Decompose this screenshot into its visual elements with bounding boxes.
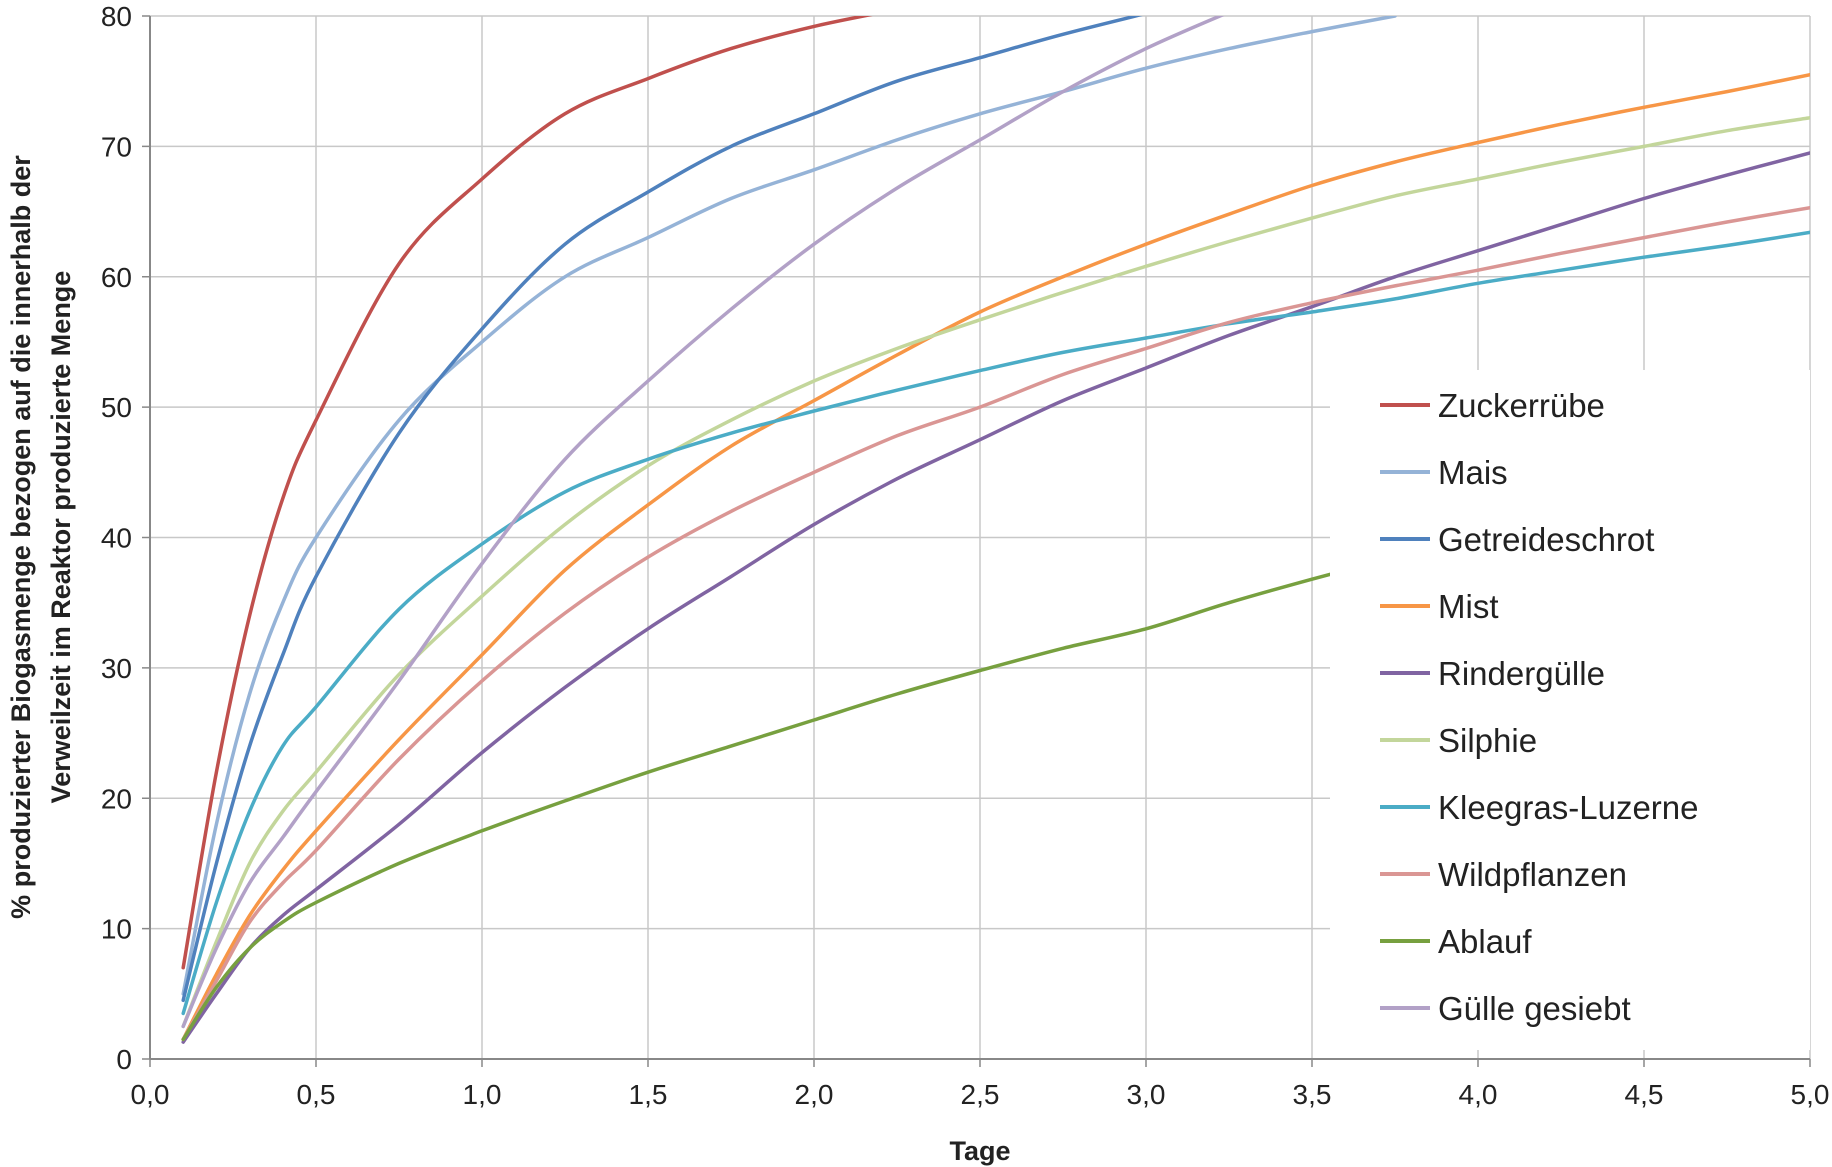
legend-label-8: Ablauf	[1438, 923, 1532, 960]
series-line-2	[181, 16, 1143, 1003]
legend-label-5: Silphie	[1438, 722, 1537, 759]
series-line-4	[181, 151, 1810, 1044]
legend-label-9: Gülle gesiebt	[1438, 990, 1631, 1027]
legend: Zuckerrübe Mais Getreideschrot Mist Rindergü…	[1330, 370, 1810, 1050]
x-tick-label: 3,5	[1293, 1079, 1332, 1110]
x-tick-label: 1,0	[463, 1079, 502, 1110]
series-line-1	[181, 16, 1397, 996]
y-tick-label: 30	[101, 653, 132, 684]
legend-background	[1330, 370, 1810, 1050]
x-tick-label: 1,5	[629, 1079, 668, 1110]
x-tick-label: 3,0	[1127, 1079, 1166, 1110]
series-line-6	[181, 230, 1810, 1016]
axis-titles: Tage % produzierter Biogasmenge bezogen …	[6, 155, 1011, 1166]
series-line-3	[181, 72, 1810, 1042]
legend-label-4: Rindergülle	[1438, 655, 1605, 692]
legend-label-7: Wildpflanzen	[1438, 856, 1627, 893]
y-tick-label: 0	[116, 1044, 132, 1075]
series-line-9	[181, 16, 1225, 1029]
y-tick-label: 20	[101, 783, 132, 814]
y-tick-label: 10	[101, 914, 132, 945]
x-tick-label: 0,5	[297, 1079, 336, 1110]
axes: 0,0 0,5 1,0 1,5 2,0 2,5 3,0 3,5 4,0 4,5 5,0 0 10 20 30…	[101, 1, 1830, 1110]
y-tick-label: 50	[101, 392, 132, 423]
y-tick-label: 40	[101, 523, 132, 554]
x-tick-label: 2,0	[795, 1079, 834, 1110]
y-tick-label: 60	[101, 262, 132, 293]
legend-label-1: Mais	[1438, 454, 1508, 491]
legend-label-0: Zuckerrübe	[1438, 387, 1605, 424]
x-tick-label: 2,5	[961, 1079, 1000, 1110]
legend-label-3: Mist	[1438, 588, 1499, 625]
y-tick-label: 80	[101, 1, 132, 32]
y-tick-label: 70	[101, 131, 132, 162]
legend-label-6: Kleegras-Luzerne	[1438, 789, 1699, 826]
y-axis-title-line-2: Verweilzeit im Reaktor produzierte Menge	[46, 271, 76, 804]
x-axis-title: Tage	[949, 1136, 1010, 1166]
series-line-0	[181, 16, 873, 970]
series-line-5	[181, 115, 1810, 1029]
y-axis-title-line-1: % produzierter Biogasmenge bezogen auf d…	[6, 155, 36, 919]
legend-label-2: Getreideschrot	[1438, 521, 1654, 558]
x-tick-label: 4,0	[1459, 1079, 1498, 1110]
x-tick-label: 4,5	[1625, 1079, 1664, 1110]
x-tick-label: 0,0	[131, 1079, 170, 1110]
x-tick-label: 5,0	[1791, 1079, 1830, 1110]
series-line-7	[181, 205, 1810, 1042]
